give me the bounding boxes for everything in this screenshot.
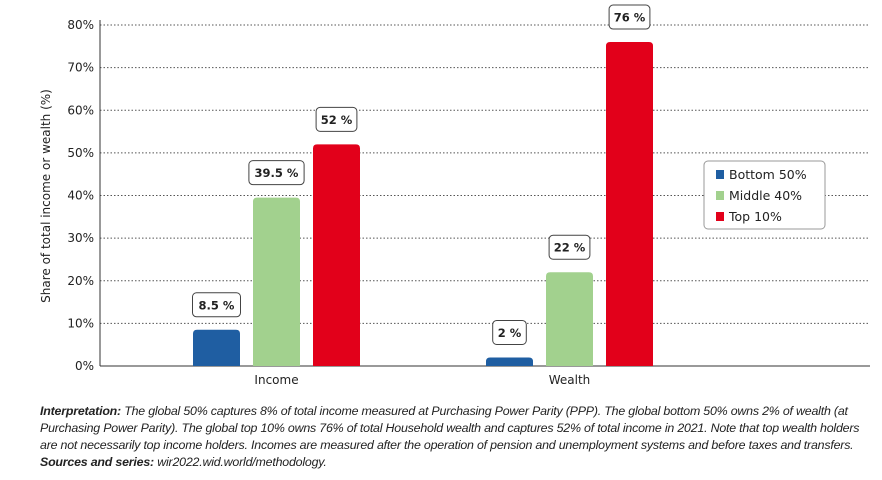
data-label-box — [192, 292, 241, 318]
y-tick-label: 70% — [67, 61, 94, 75]
x-tick-label: Wealth — [549, 373, 591, 387]
y-tick-label: 80% — [67, 18, 94, 32]
y-axis-label: Share of total income or wealth (%) — [39, 89, 53, 303]
x-tick-label: Income — [254, 373, 298, 387]
interpretation-text: The global 50% captures 8% of total inco… — [40, 404, 860, 452]
y-tick-label: 40% — [67, 189, 94, 203]
data-label-box — [492, 319, 527, 345]
legend-swatch — [716, 212, 724, 221]
data-label: 76 % — [614, 11, 646, 25]
data-label-box — [608, 4, 651, 30]
data-label: 8.5 % — [199, 298, 235, 312]
data-label-box — [248, 160, 305, 186]
data-label-box — [548, 234, 591, 260]
legend-box — [703, 160, 826, 230]
legend-label: Bottom 50% — [729, 167, 807, 182]
data-label: 2 % — [498, 326, 522, 340]
sources-text: wir2022.wid.world/methodology. — [153, 455, 327, 469]
interpretation-label: Interpretation: — [40, 404, 121, 418]
data-label: 52 % — [321, 113, 353, 127]
legend-label: Top 10% — [728, 209, 782, 224]
y-tick-label: 50% — [67, 146, 94, 160]
y-tick-label: 10% — [67, 316, 94, 330]
sources-label: Sources and series: — [40, 455, 154, 469]
data-label: 22 % — [554, 241, 586, 255]
bar — [606, 42, 653, 367]
data-label-box — [315, 106, 358, 132]
bar — [546, 272, 593, 366]
data-label: 39.5 % — [255, 166, 299, 180]
bar — [253, 197, 300, 366]
y-tick-label: 20% — [67, 274, 94, 288]
legend-swatch — [716, 191, 724, 200]
bar — [193, 329, 240, 366]
bar — [313, 144, 360, 366]
chart-caption: Interpretation: The global 50% captures … — [40, 403, 870, 471]
legend-swatch — [716, 170, 724, 179]
y-tick-label: 30% — [67, 231, 94, 245]
bar — [486, 357, 533, 366]
y-tick-label: 60% — [67, 103, 94, 117]
legend-label: Middle 40% — [729, 188, 802, 203]
bar-chart: 0% 10% 20% 30% 40% 50% 60% 70% 80% Share of total… — [39, 4, 870, 387]
y-tick-label: 0% — [75, 359, 94, 373]
